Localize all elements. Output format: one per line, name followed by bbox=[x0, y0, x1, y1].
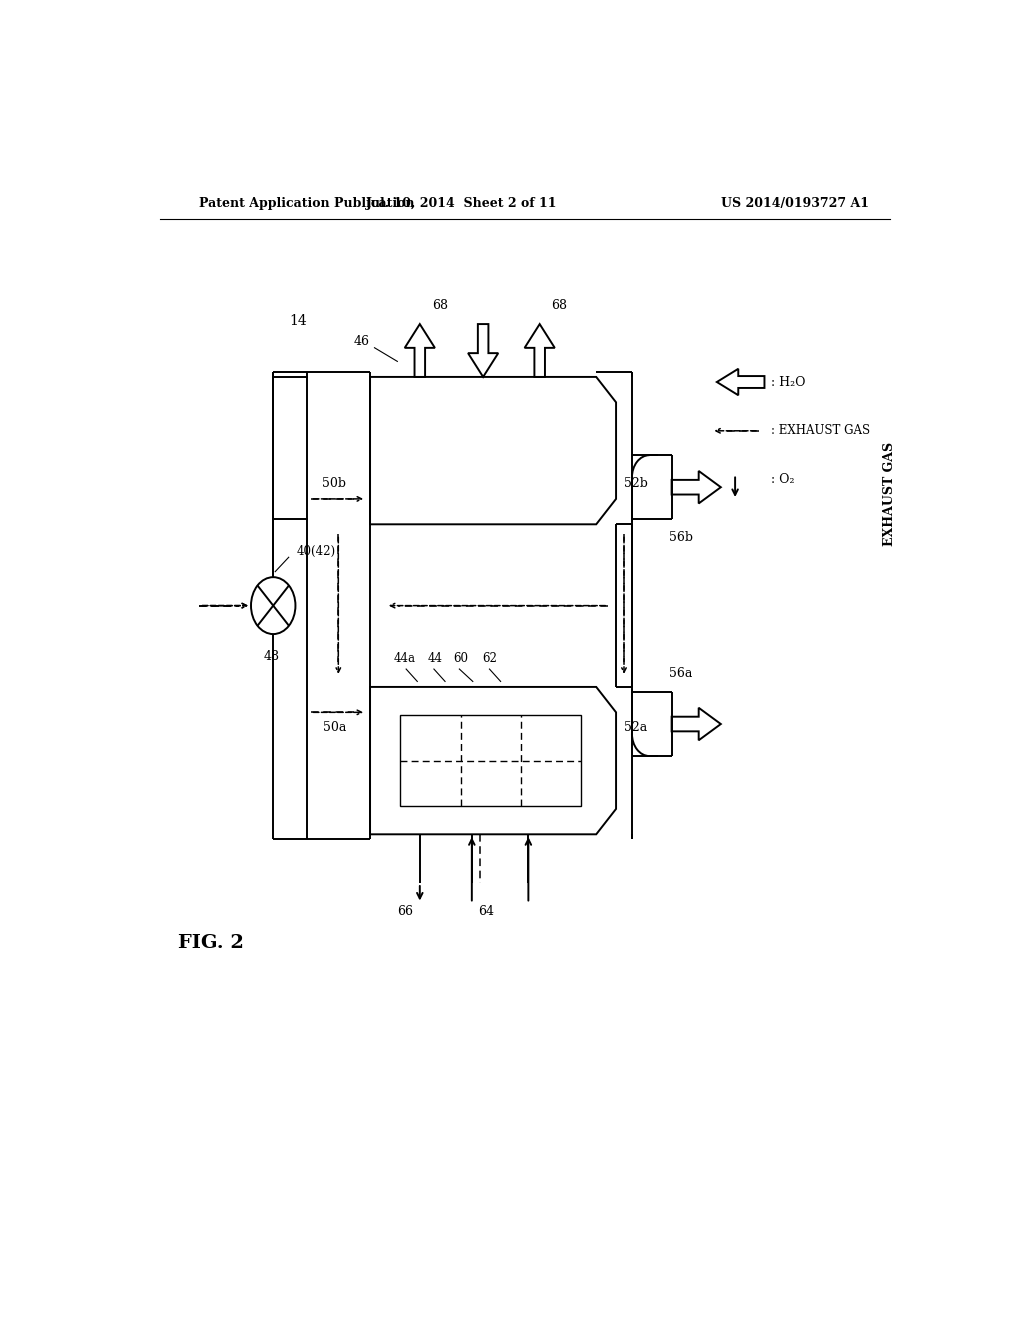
Text: 64: 64 bbox=[478, 906, 495, 917]
Text: 48: 48 bbox=[263, 649, 280, 663]
Text: 56a: 56a bbox=[670, 667, 693, 680]
Text: 68: 68 bbox=[432, 300, 447, 313]
Text: EXHAUST GAS: EXHAUST GAS bbox=[884, 442, 896, 546]
Polygon shape bbox=[370, 686, 616, 834]
Text: 44a: 44a bbox=[394, 652, 416, 664]
Polygon shape bbox=[468, 325, 499, 378]
Polygon shape bbox=[370, 378, 616, 524]
Text: Patent Application Publication: Patent Application Publication bbox=[200, 197, 415, 210]
Polygon shape bbox=[524, 325, 555, 378]
Text: : O₂: : O₂ bbox=[771, 473, 795, 486]
Polygon shape bbox=[404, 325, 435, 378]
Text: 60: 60 bbox=[454, 652, 468, 664]
Text: 44: 44 bbox=[427, 652, 442, 664]
Text: 62: 62 bbox=[482, 652, 498, 664]
Polygon shape bbox=[672, 471, 721, 503]
Text: 52a: 52a bbox=[625, 721, 647, 734]
Text: 56b: 56b bbox=[669, 531, 693, 544]
Text: 68: 68 bbox=[552, 300, 567, 313]
Polygon shape bbox=[672, 708, 721, 741]
Text: 66: 66 bbox=[397, 906, 414, 917]
Text: 40(42): 40(42) bbox=[297, 545, 336, 558]
Text: 50b: 50b bbox=[323, 477, 346, 490]
Polygon shape bbox=[717, 368, 765, 395]
Text: 50a: 50a bbox=[323, 721, 346, 734]
Bar bbox=[400, 715, 582, 805]
Text: : H₂O: : H₂O bbox=[771, 375, 805, 388]
Text: 14: 14 bbox=[290, 314, 307, 329]
Text: Jul. 10, 2014  Sheet 2 of 11: Jul. 10, 2014 Sheet 2 of 11 bbox=[366, 197, 557, 210]
Text: : EXHAUST GAS: : EXHAUST GAS bbox=[771, 424, 870, 437]
Text: 52b: 52b bbox=[624, 477, 648, 490]
Text: US 2014/0193727 A1: US 2014/0193727 A1 bbox=[721, 197, 868, 210]
Text: FIG. 2: FIG. 2 bbox=[178, 935, 245, 952]
Text: 46: 46 bbox=[354, 335, 370, 348]
